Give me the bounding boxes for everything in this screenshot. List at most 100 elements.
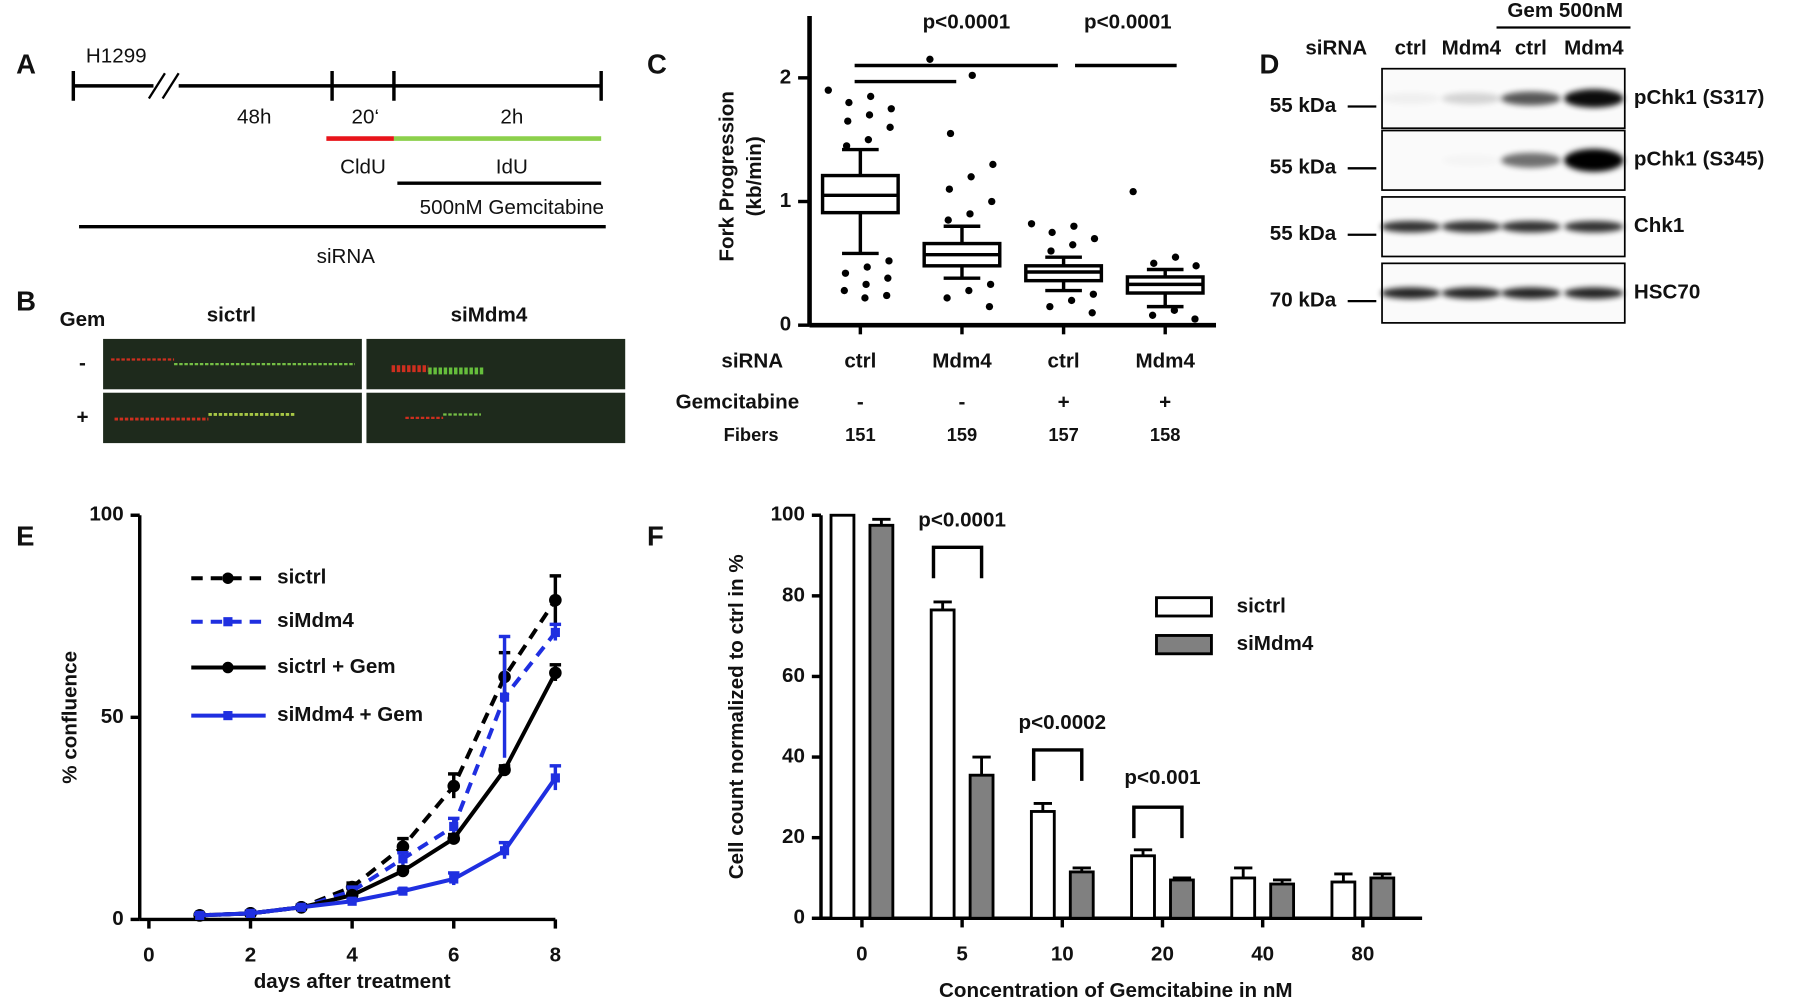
bar [868, 523, 895, 920]
y-tick-label: 0 [793, 906, 804, 929]
p-value: p<0.0001 [923, 10, 1011, 33]
fiber-image [366, 338, 626, 390]
x-tick-label: Mdm4 [932, 349, 992, 372]
bar [929, 608, 956, 920]
row-header: - [79, 352, 86, 375]
x-tick-label: 5 [956, 942, 967, 965]
bar [1230, 876, 1257, 920]
outlier [986, 280, 995, 289]
y-tick-label: 1 [780, 189, 791, 212]
legend-label: sictrl [277, 566, 326, 589]
marker [398, 854, 408, 864]
idu-label: IdU [496, 156, 528, 179]
outlier [1047, 247, 1055, 255]
fiber-image [366, 392, 626, 444]
bar [829, 513, 856, 920]
outlier [1070, 222, 1078, 230]
panel-letter: F [647, 520, 664, 551]
x-axis-label: Concentration of Gemcitabine in nM [939, 979, 1293, 1002]
x-tick-label: 4 [346, 943, 358, 966]
break-slash [161, 72, 180, 100]
bar [1130, 854, 1156, 920]
y-tick-label: 0 [112, 907, 123, 930]
p-value: p<0.0001 [1084, 10, 1172, 33]
row-label: siRNA [721, 349, 783, 372]
outlier [966, 210, 974, 218]
blot-band [1501, 91, 1561, 106]
bar [1330, 880, 1357, 920]
marker [550, 627, 560, 638]
blot-name: Chk1 [1634, 214, 1684, 237]
panel-letter: C [647, 49, 667, 80]
outlier [988, 197, 996, 206]
outlier [1171, 253, 1180, 261]
blot-band [1564, 89, 1624, 108]
legend-label: siMdm4 [1237, 632, 1314, 655]
marker [549, 666, 562, 680]
y-tick-label: 40 [782, 744, 805, 767]
x-tick-label: 2 [245, 943, 256, 966]
y-tick-label: 100 [771, 503, 805, 526]
panel-letter: B [16, 286, 36, 317]
outlier [1090, 234, 1099, 243]
outlier [944, 216, 952, 224]
gem-label: 500nM Gemcitabine [420, 196, 604, 219]
bar [1169, 878, 1195, 920]
duration: 48h [237, 105, 271, 128]
significance-bracket [931, 545, 984, 579]
legend-marker [223, 711, 233, 721]
outlier [842, 142, 851, 150]
y-axis-label: (kb/min) [743, 136, 766, 216]
x-tick-label: 10 [1051, 942, 1074, 965]
x-tick-label: 0 [143, 943, 154, 966]
row-label: Fibers [724, 424, 779, 445]
blot-band [1380, 287, 1441, 299]
outlier [840, 286, 848, 295]
blot-band [1380, 220, 1441, 233]
series-line [199, 776, 558, 918]
blot-band [1501, 152, 1561, 168]
legend-swatch [1155, 596, 1213, 618]
bar [1029, 810, 1056, 920]
blot-band [1380, 92, 1441, 105]
blot-kda: 70 kDa [1270, 289, 1337, 312]
gem-sign: + [1159, 390, 1171, 413]
y-tick-label: 100 [89, 503, 123, 526]
panel-letter: A [16, 49, 36, 80]
y-tick-label: 50 [101, 705, 124, 728]
outlier [1150, 259, 1158, 268]
y-tick-label: 80 [782, 583, 805, 606]
outlier [887, 105, 895, 113]
p-value: p<0.0001 [918, 508, 1006, 531]
y-tick-label: 0 [780, 313, 791, 336]
outlier [864, 136, 873, 144]
marker [449, 874, 459, 884]
duration: 20‘ [352, 105, 379, 128]
outlier [1069, 241, 1077, 249]
outlier [883, 291, 891, 300]
x-tick-label: 0 [856, 942, 867, 965]
outlier [861, 294, 869, 302]
x-tick-label: 20 [1151, 942, 1174, 965]
x-axis-label: days after treatment [254, 970, 451, 993]
lane-label: Mdm4 [1564, 37, 1624, 60]
blot-band [1564, 220, 1624, 233]
sirna-header: siRNA [1305, 37, 1367, 60]
outlier [1067, 296, 1076, 305]
outlier [886, 123, 894, 131]
significance-bracket [1132, 805, 1184, 839]
p-value: p<0.001 [1124, 766, 1200, 789]
blot-name: pChk1 (S317) [1634, 86, 1764, 109]
blot-band [1501, 220, 1561, 233]
outlier [862, 280, 870, 289]
marker [296, 902, 306, 912]
sirna-label: siRNA [317, 245, 376, 268]
blot-name: HSC70 [1634, 281, 1700, 304]
fiber-count: 158 [1150, 424, 1181, 445]
blot-kda: 55 kDa [1270, 94, 1337, 117]
y-axis-label: Fork Progression [716, 91, 739, 262]
outlier [946, 129, 955, 138]
legend-marker [222, 572, 234, 584]
outlier [943, 294, 951, 302]
y-axis-label: % confluence [58, 651, 81, 784]
